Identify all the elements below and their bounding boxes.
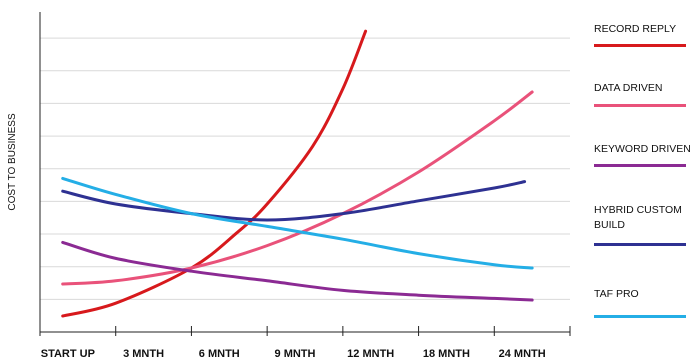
legend-label: DATA DRIVEN [594,82,663,94]
legend-item-hybrid-custom-build: HYBRID CUSTOM BUILD [594,203,694,246]
y-axis-title: COST TO BUSINESS [7,113,18,211]
legend-label: TAF PRO [594,288,639,300]
grid [40,37,570,300]
legend-item-record-reply: RECORD REPLY [594,22,694,47]
legend-item-keyword-driven: KEYWORD DRIVEN [594,142,694,167]
legend-item-taf-pro: TAF PRO [594,287,694,318]
x-tick-label: START UP [41,348,95,360]
x-tick-label: 9 MNTH [275,348,316,360]
series-line-keyword-driven [61,240,534,302]
legend: RECORD REPLY DATA DRIVEN KEYWORD DRIVEN … [594,0,700,363]
legend-label: HYBRID CUSTOM BUILD [594,204,682,231]
series-lines [61,29,534,318]
x-tick-label: 6 MNTH [199,348,240,360]
legend-swatch [594,164,686,167]
x-tick-label: 3 MNTH [123,348,164,360]
x-tick-label: 24 MNTH [499,348,546,360]
legend-swatch [594,243,686,246]
series-line-taf-pro [61,176,534,270]
legend-swatch [594,44,686,47]
legend-swatch [594,104,686,107]
legend-swatch [594,315,686,318]
x-tick-labels: START UP 3 MNTH 6 MNTH 9 MNTH 12 MNTH 18 MNTH… [41,348,546,360]
x-ticks [39,326,571,336]
x-tick-label: 12 MNTH [347,348,394,360]
series-line-hybrid-custom-build [61,180,527,222]
legend-label: RECORD REPLY [594,23,677,35]
legend-item-data-driven: DATA DRIVEN [594,81,694,107]
series-line-data-driven [61,90,534,286]
x-tick-label: 18 MNTH [423,348,470,360]
legend-label: KEYWORD DRIVEN [594,143,691,155]
